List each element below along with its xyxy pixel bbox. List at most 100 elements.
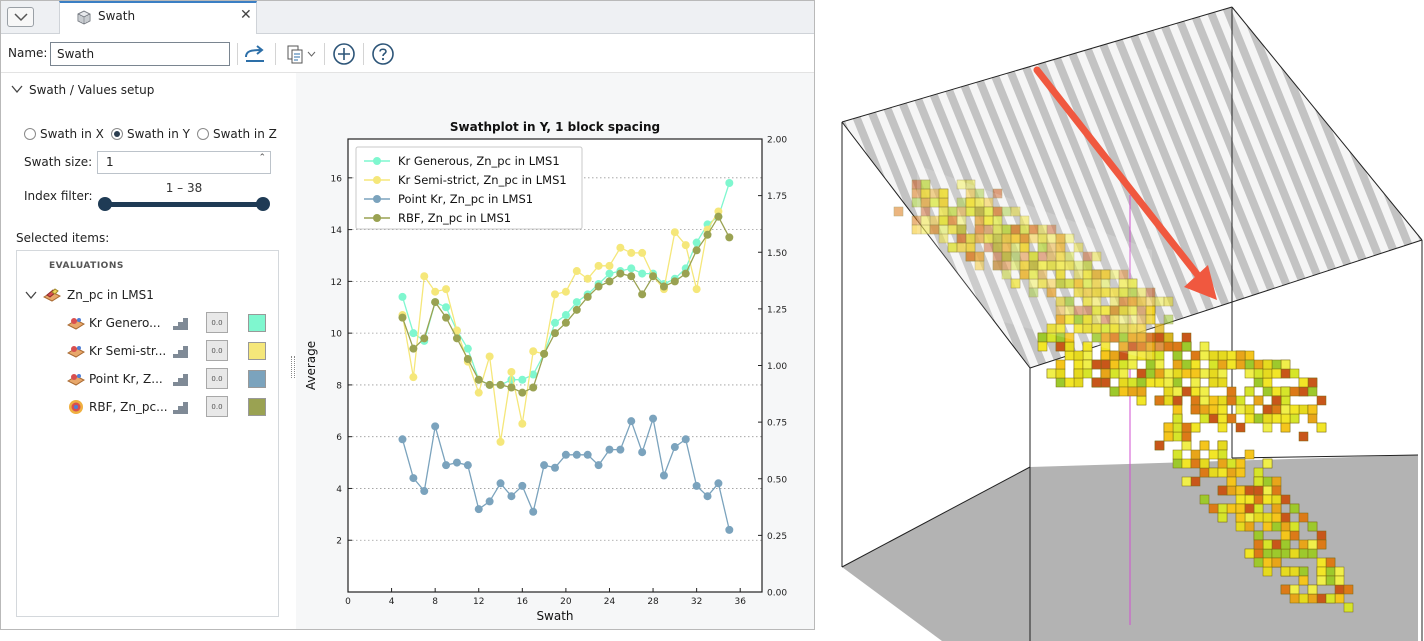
swath-size-value[interactable]: 1: [106, 155, 114, 169]
chevron-down-icon[interactable]: [25, 291, 37, 300]
data-point: [452, 458, 461, 467]
list-item-rbf[interactable]: RBF, Zn_pc... 0.0: [67, 396, 277, 418]
swath-size-input[interactable]: 1 ⌃: [97, 151, 271, 174]
ore-block: [1244, 548, 1255, 559]
data-point: [420, 334, 429, 343]
list-item-point-kr[interactable]: Point Kr, Z... 0.0: [67, 368, 277, 390]
section-title[interactable]: Swath / Values setup: [29, 83, 155, 97]
ore-block: [1181, 332, 1192, 343]
value-toggle-button[interactable]: 0.0: [206, 396, 228, 417]
x-tick-label: 12: [473, 597, 484, 607]
stairs-chart-icon[interactable]: [172, 315, 192, 331]
stairs-chart-icon[interactable]: [172, 343, 192, 359]
color-swatch[interactable]: [248, 314, 266, 332]
3d-viewer[interactable]: [822, 0, 1424, 641]
ore-block: [1262, 539, 1273, 550]
ore-block: [1235, 485, 1246, 496]
data-point: [507, 367, 516, 376]
ore-block: [1199, 341, 1210, 352]
ore-block: [1325, 557, 1336, 568]
ore-block: [1343, 584, 1354, 595]
ore-block: [1100, 350, 1111, 361]
list-item-kr-generous[interactable]: Kr Genero... 0.0: [67, 312, 277, 334]
ore-block: [1289, 386, 1300, 397]
legend-entry: RBF, Zn_pc in LMS1: [398, 211, 511, 225]
panel-splitter-handle[interactable]: [291, 356, 295, 378]
list-item-kr-semi-strict[interactable]: Kr Semi-str... 0.0: [67, 340, 277, 362]
ore-block: [1262, 368, 1273, 379]
help-button[interactable]: [370, 40, 396, 68]
arrow-head: [1184, 265, 1217, 300]
ore-block: [1289, 368, 1300, 379]
color-swatch[interactable]: [248, 398, 266, 416]
radio-indicator[interactable]: [111, 128, 123, 140]
ore-block: [1217, 440, 1228, 451]
index-filter-label: Index filter:: [24, 189, 93, 203]
value-toggle-button[interactable]: 0.0: [206, 312, 228, 333]
index-filter-max-handle[interactable]: [256, 197, 270, 211]
ore-block: [1262, 413, 1273, 424]
add-button[interactable]: [331, 40, 357, 68]
ore-block: [1334, 575, 1345, 586]
ore-block: [1136, 395, 1147, 406]
ore-block: [1226, 476, 1237, 487]
spin-up-icon[interactable]: ⌃: [258, 153, 266, 163]
ore-block: [1190, 368, 1201, 379]
export-button[interactable]: [241, 40, 269, 68]
ore-block: [1316, 395, 1327, 406]
ore-block: [1280, 521, 1291, 532]
value-toggle-button[interactable]: 0.0: [206, 368, 228, 389]
ore-block: [1316, 422, 1327, 433]
ore-block: [1271, 395, 1282, 406]
ore-block: [1253, 512, 1264, 523]
tree-root[interactable]: Zn_pc in LMS1: [25, 287, 154, 303]
index-filter-slider-track[interactable]: [104, 202, 264, 207]
ore-block: [1163, 431, 1174, 442]
menu-toggle-button[interactable]: [7, 7, 34, 27]
color-swatch[interactable]: [248, 370, 266, 388]
y2-tick-label: 1.75: [767, 192, 787, 202]
data-point: [649, 272, 658, 281]
ore-block: [1145, 314, 1156, 325]
radio-swath-x[interactable]: Swath in X: [24, 127, 104, 141]
tab-swath[interactable]: Swath ✕: [59, 1, 257, 34]
ore-block: [1082, 368, 1093, 379]
bounding-box-edge: [841, 466, 1031, 568]
color-swatch[interactable]: [248, 342, 266, 360]
radio-indicator[interactable]: [24, 128, 36, 140]
ore-block: [1190, 458, 1201, 469]
value-toggle-button[interactable]: 0.0: [206, 340, 228, 361]
radio-indicator[interactable]: [197, 128, 209, 140]
copy-menu-button[interactable]: [282, 40, 318, 68]
index-filter-min-handle[interactable]: [98, 197, 112, 211]
ore-block: [1154, 368, 1165, 379]
ore-block: [1262, 377, 1273, 388]
ore-block: [1037, 341, 1048, 352]
ore-block: [1109, 332, 1120, 343]
ore-block: [1127, 296, 1138, 307]
ore-block: [1244, 404, 1255, 415]
ore-block: [1280, 386, 1291, 397]
ore-block: [1235, 404, 1246, 415]
name-input[interactable]: [50, 42, 230, 66]
ore-block: [1307, 413, 1318, 424]
rbf-icon: [69, 400, 83, 414]
stairs-chart-icon[interactable]: [172, 399, 192, 415]
data-point: [485, 380, 494, 389]
ore-block: [1172, 422, 1183, 433]
data-point: [409, 344, 418, 353]
ore-block: [1253, 467, 1264, 478]
chevron-down-icon[interactable]: [11, 85, 23, 94]
ore-block: [1199, 413, 1210, 424]
ore-block: [911, 197, 922, 208]
radio-swath-y[interactable]: Swath in Y: [111, 127, 190, 141]
radio-swath-z[interactable]: Swath in Z: [197, 127, 277, 141]
stairs-chart-icon[interactable]: [172, 371, 192, 387]
data-point: [551, 290, 559, 299]
close-icon[interactable]: ✕: [240, 7, 252, 23]
ore-block: [1055, 368, 1066, 379]
ore-block: [1253, 413, 1264, 424]
ore-block: [1334, 593, 1345, 604]
y-tick-label: 14: [331, 226, 343, 236]
ore-block: [1001, 269, 1012, 280]
